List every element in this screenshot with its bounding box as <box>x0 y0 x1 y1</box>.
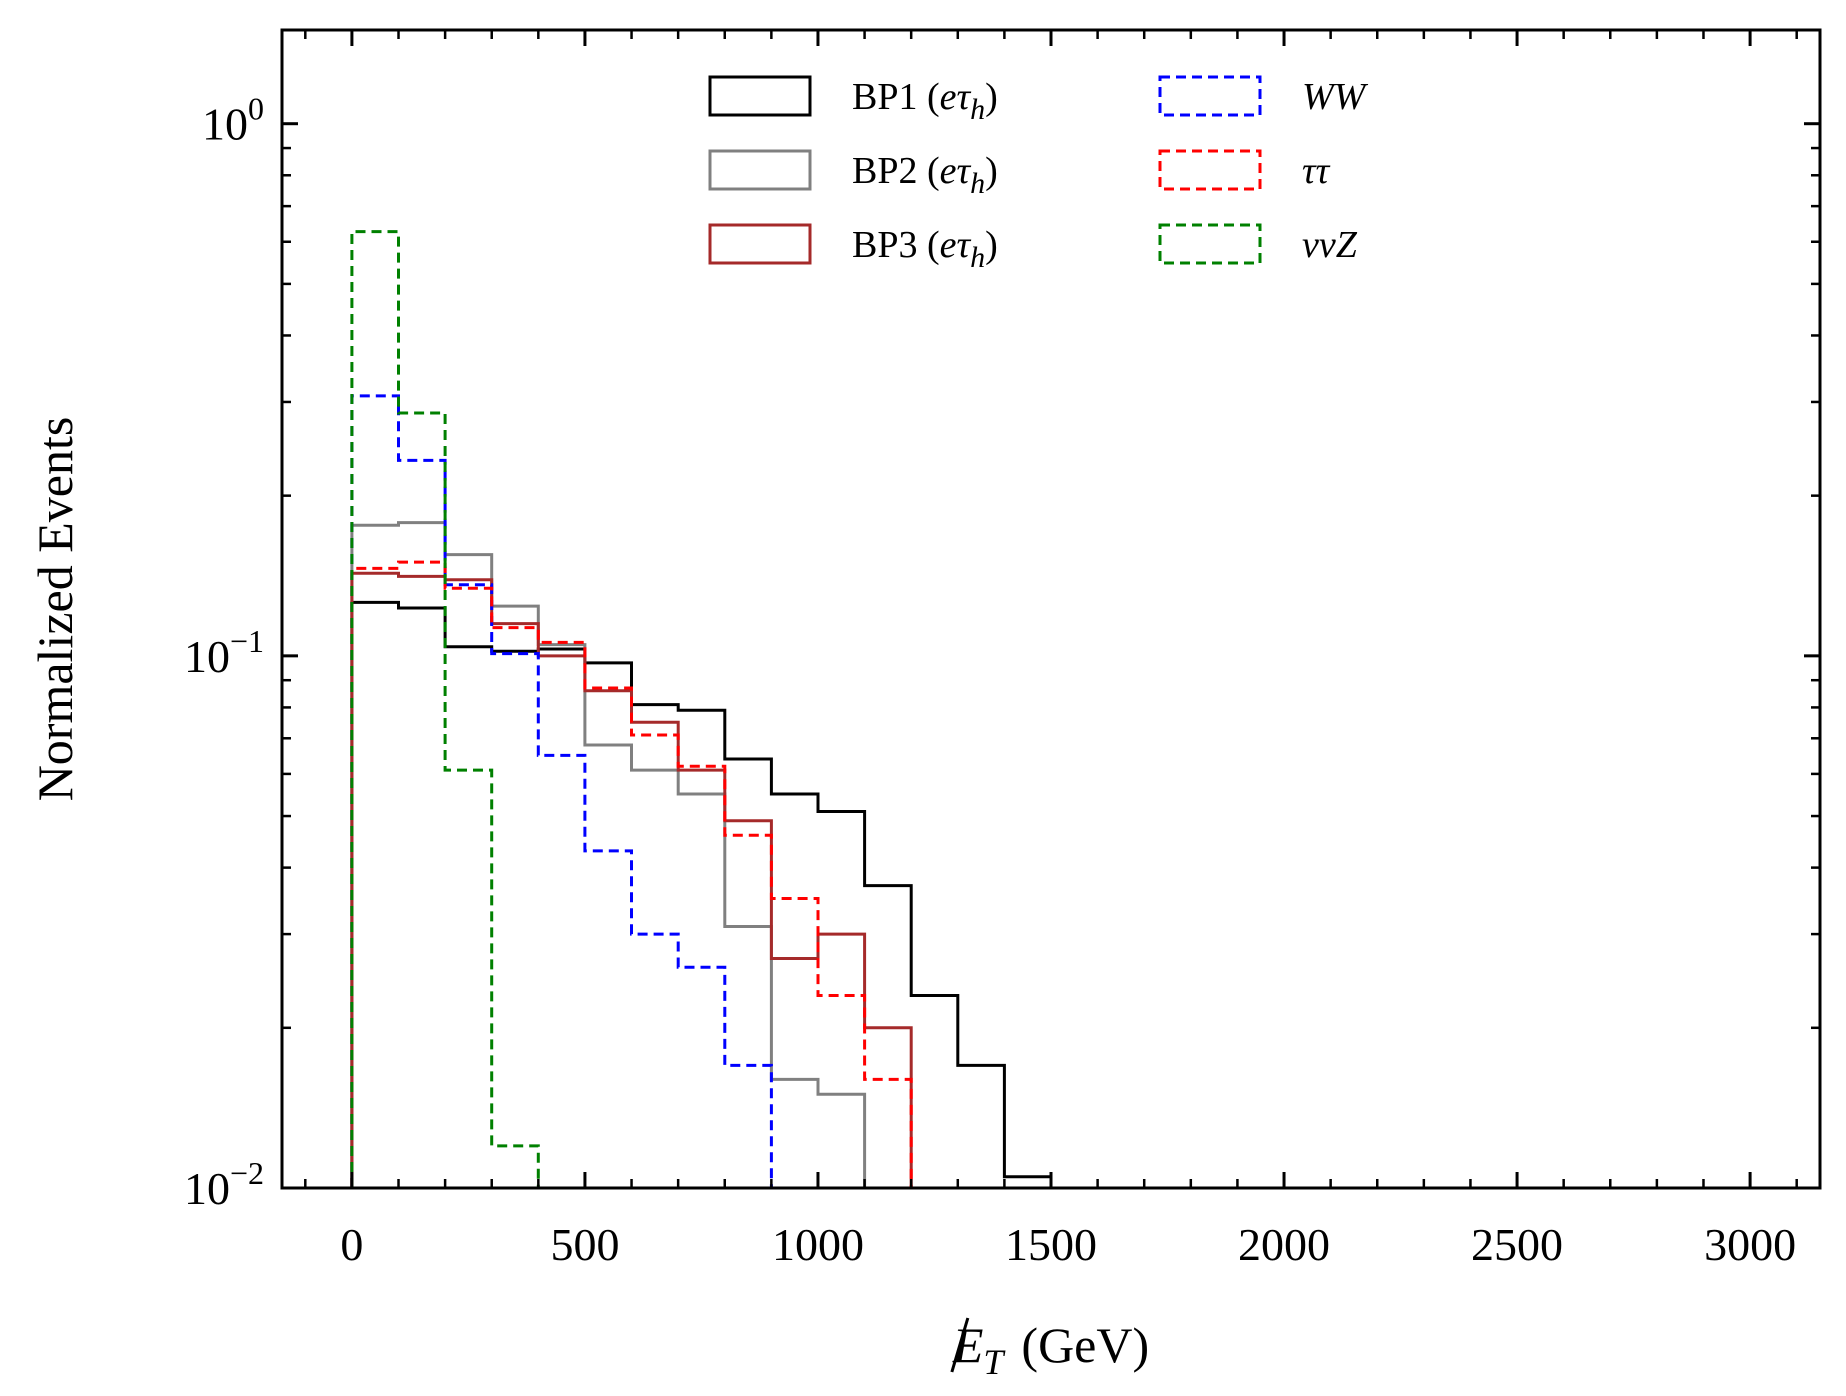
plot-frame <box>280 28 1822 1190</box>
legend-item-6: ννZ <box>1158 223 1358 266</box>
legend-item-2: BP2 (eτh) <box>708 149 998 200</box>
y-tick-label: 100 <box>202 91 264 150</box>
legend-item-4: WW <box>1158 75 1369 118</box>
legend-item-5: ττ <box>1158 149 1331 192</box>
legend-label: BP1 (eτh) <box>852 76 998 126</box>
x-tick-label: 3000 <box>1704 1219 1796 1270</box>
x-tick-label: 1000 <box>772 1219 864 1270</box>
y-tick-label: 10−2 <box>184 1155 264 1214</box>
series-line-3 <box>350 571 1051 1188</box>
x-axis-title-symbol: E <box>952 1317 984 1373</box>
legend-item-1: BP1 (eτh) <box>708 75 998 126</box>
x-axis-title-subscript: T <box>983 1342 1006 1382</box>
x-tick-label: 1500 <box>1005 1219 1097 1270</box>
series-line-4 <box>350 394 1051 1188</box>
x-tick-label: 500 <box>550 1219 619 1270</box>
x-tick-label: 2500 <box>1471 1219 1563 1270</box>
legend-swatch <box>708 75 812 117</box>
legend-swatch <box>708 223 812 265</box>
series-line-5 <box>350 560 1051 1188</box>
legend-swatch <box>1158 149 1262 191</box>
legend-item-3: BP3 (eτh) <box>708 223 998 274</box>
x-axis-title: ET (GeV) <box>952 1317 1149 1382</box>
legend-label: WW <box>1302 76 1369 118</box>
series-layer <box>350 230 1053 1188</box>
y-axis-label: Normalized Events <box>27 417 83 802</box>
y-tick-label: 10−1 <box>184 623 264 682</box>
legend-label: ττ <box>1302 150 1331 192</box>
legend-swatch <box>1158 223 1262 265</box>
legend-label: BP3 (eτh) <box>852 224 998 274</box>
x-axis-label: ET (GeV) <box>950 1317 1149 1382</box>
met-slash-mark <box>950 1317 970 1373</box>
legend: BP1 (eτh) BP2 (eτh) BP3 (eτh) WW ττ ννZ <box>708 75 1369 274</box>
x-axis-title-unit: (GeV) <box>1021 1317 1149 1373</box>
x-tick-label: 2000 <box>1238 1219 1330 1270</box>
series-line-2 <box>350 521 1051 1188</box>
tick-layer: 0 500 1000 1500 2000 2500 3000 100 10−1 10−2 <box>184 30 1820 1270</box>
legend-swatch <box>1158 75 1262 117</box>
x-tick-label: 0 <box>340 1219 363 1270</box>
legend-label: ννZ <box>1302 224 1358 266</box>
legend-swatch <box>708 149 812 191</box>
y-axis-title: Normalized Events <box>27 417 83 802</box>
legend-label: BP2 (eτh) <box>852 150 998 200</box>
series-line-1 <box>350 600 1053 1188</box>
